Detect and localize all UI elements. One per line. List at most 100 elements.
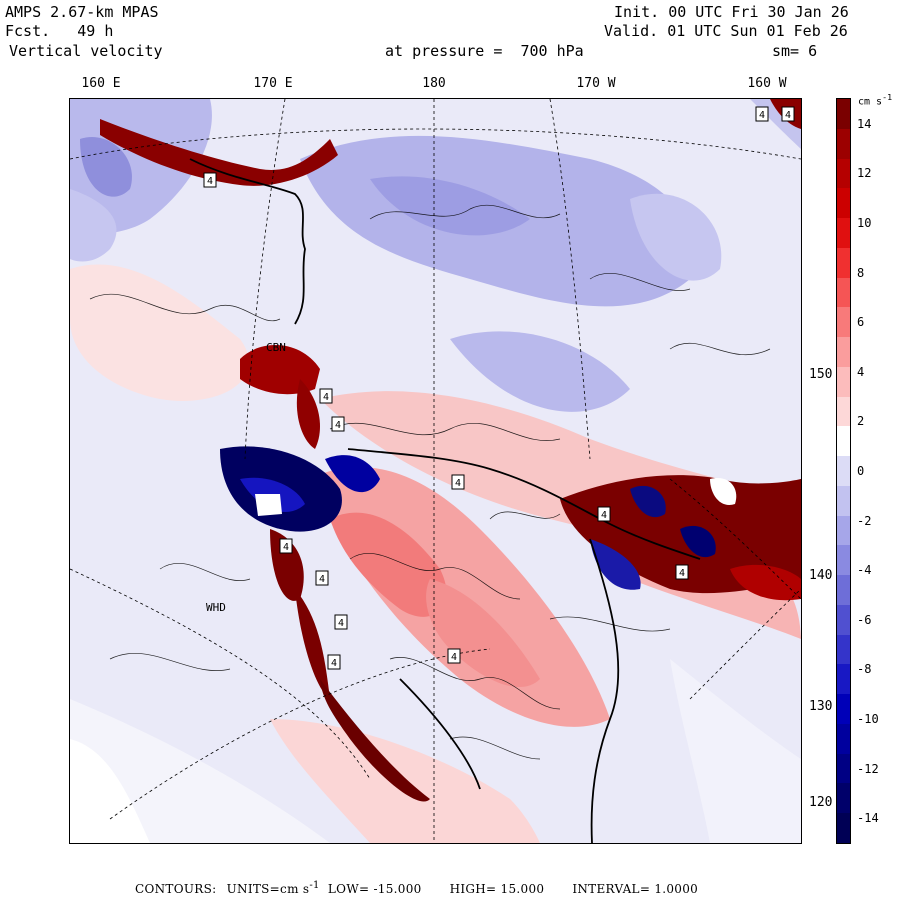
station-marker (451, 474, 465, 490)
descent-area (450, 331, 630, 412)
station-marker (319, 388, 333, 404)
lon-label-160w: 160 W (747, 76, 787, 91)
station-marker-label: 4 (323, 392, 329, 403)
colorbar-tick-label: -2 (857, 513, 872, 528)
colorbar-segment (837, 337, 850, 368)
station-marker-label: 4 (451, 652, 457, 663)
station-marker-label: 4 (679, 568, 685, 579)
place-label-whd: WHD (206, 601, 226, 614)
map-canvas: 4 4 4 4 4 4 4 4 4 4 4 4 4 CBN (70, 99, 801, 843)
place-label-cbn: CBN (266, 341, 286, 354)
colorbar-tick-label: -10 (857, 712, 879, 726)
mountain-couplets (100, 99, 801, 802)
init-label: Init. (614, 3, 660, 21)
station-marker (675, 564, 689, 580)
colorbar-segment (837, 485, 850, 517)
graticule (70, 99, 801, 843)
station-marker (327, 654, 341, 670)
station-marker-label: 4 (601, 510, 607, 521)
vertical-velocity-map: 4 4 4 4 4 4 4 4 4 4 4 4 4 CBN (69, 98, 802, 844)
descent-area (80, 137, 132, 197)
station-marker-label: 4 (331, 658, 337, 669)
colorbar-tick-label: 4 (857, 364, 865, 379)
colorbar-tick-label: 6 (857, 315, 865, 330)
descent-area (630, 193, 722, 281)
descent-area (70, 189, 117, 262)
station-marker (781, 106, 795, 122)
colorbar-tick-label: 12 (857, 166, 872, 181)
colorbar-tick-label: 8 (857, 265, 865, 280)
contour-info: CONTOURS: UNITS=cm s-1 LOW= -15.000 HIGH=… (135, 880, 698, 896)
colorbar-segment (837, 634, 850, 666)
colorbar-units-exponent: -1 (882, 92, 893, 102)
station-marker (334, 614, 348, 630)
colorbar-segment (837, 723, 850, 755)
units-label: UNITS=cm s (226, 882, 310, 896)
init-value: 00 UTC Fri 30 Jan 26 (668, 3, 849, 21)
pressure-level: at pressure = 700 hPa (385, 43, 584, 60)
contour-lines (89, 204, 771, 760)
colorbar-segment (837, 158, 850, 189)
colorbar-segment (837, 604, 850, 636)
field-name: Vertical velocity (9, 42, 163, 60)
colorbar-segment (837, 396, 850, 427)
interval-label: INTERVAL= (572, 882, 651, 896)
lon-label-160e: 160 E (81, 76, 121, 91)
lon-label-180: 180 (422, 76, 446, 91)
colorbar-tick-label: -4 (857, 563, 872, 578)
station-marker-label: 4 (785, 110, 791, 121)
colorbar-tick-label: 2 (857, 414, 865, 429)
colorbar-segment (837, 694, 850, 725)
colorbar-tick-label: 0 (857, 464, 865, 478)
colorbar-units-text: cm s (858, 96, 883, 108)
colorbar-segment (837, 664, 850, 695)
smoothing: sm= 6 (772, 43, 817, 60)
colorbar-tick-label: -6 (857, 612, 872, 627)
colorbar-segment (837, 277, 850, 308)
colorbar-segment (837, 128, 850, 160)
colorbar-segment (837, 366, 850, 398)
station-marker-label: 4 (283, 542, 289, 553)
valid-value: 01 UTC Sun 01 Feb 26 (667, 22, 848, 40)
station-markers: 4 4 4 4 4 4 4 4 4 4 4 4 4 (203, 106, 795, 670)
colorbar-tick-label: 10 (857, 216, 872, 230)
forecast-label: Fcst. (5, 22, 51, 40)
colorbar-segment (837, 783, 850, 814)
no-data-area (70, 739, 150, 843)
station-marker-label: 4 (335, 420, 341, 431)
smoothing-value: 6 (808, 42, 818, 60)
units-exponent: -1 (309, 880, 320, 891)
colorbar-segment (837, 426, 850, 457)
colorbar-segment (837, 545, 850, 576)
station-marker (331, 416, 345, 432)
strong-ascent-area (426, 579, 540, 688)
interval-value: 1.0000 (654, 882, 699, 896)
colorbar-tick-label: -8 (857, 662, 872, 677)
smoothing-label: sm= (772, 42, 800, 60)
station-marker-label: 4 (338, 618, 344, 629)
colorbar-segment (837, 99, 850, 130)
low-label: LOW= (327, 882, 370, 896)
ascent-area (70, 264, 249, 401)
colorbar-tick-label: -14 (857, 811, 879, 826)
station-marker-label: 4 (759, 110, 765, 121)
colorbar-segment (837, 218, 850, 249)
forecast-hour: Fcst. 49 h (5, 23, 113, 40)
contours-label: CONTOURS: (135, 882, 217, 896)
init-time: Init. 00 UTC Fri 30 Jan 26 (614, 4, 849, 21)
lon-label-170e: 170 E (253, 76, 293, 91)
weak-field-area (70, 699, 330, 843)
colorbar-segment (837, 575, 850, 606)
station-marker (203, 172, 217, 188)
colorbar-segment (837, 753, 850, 785)
colorbar-tick-label: -12 (857, 761, 879, 776)
station-marker (315, 570, 329, 586)
colorbar-segment (837, 307, 850, 338)
station-marker (279, 538, 293, 554)
low-value: -15.000 (373, 882, 422, 896)
colorbar-segment (837, 515, 850, 546)
coastline (189, 158, 701, 843)
colorbar-segment (837, 813, 850, 843)
model-name: AMPS 2.67-km MPAS (5, 3, 159, 21)
station-marker (597, 506, 611, 522)
